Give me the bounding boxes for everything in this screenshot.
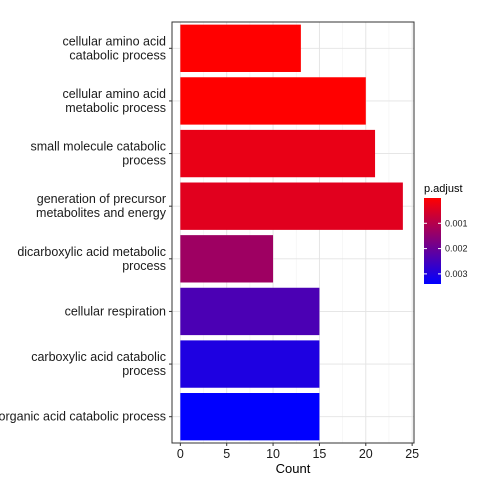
x-tick-label: 5: [223, 447, 230, 461]
bar: [180, 24, 301, 72]
bar: [180, 340, 320, 388]
bar: [180, 393, 320, 441]
legend-colorbar: [424, 198, 441, 284]
x-tick-label: 10: [266, 447, 280, 461]
legend: p.adjust 0.001 0.002 0.003: [424, 183, 468, 284]
category-label: carboxylic acid catabolic process: [31, 350, 166, 378]
x-tick-label: 20: [359, 447, 373, 461]
panel-border: [171, 21, 415, 444]
bar: [180, 129, 376, 178]
category-label: cellular respiration: [65, 304, 166, 318]
legend-title: p.adjust: [424, 183, 463, 195]
category-label: generation of precursor metabolites and e…: [36, 192, 167, 220]
category-label: organic acid catabolic process: [0, 410, 166, 424]
bar: [180, 287, 320, 336]
category-label: dicarboxylic acid metabolic process: [17, 245, 166, 273]
x-axis: 0 5 10 15 20 25: [177, 443, 419, 461]
legend-tick-label: 0.003: [445, 269, 468, 279]
category-label: cellular amino acid metabolic process: [62, 87, 166, 115]
category-label: small molecule catabolic process: [31, 140, 166, 168]
bar: [180, 182, 403, 230]
category-labels: cellular amino acid catabolic process cell…: [0, 34, 172, 424]
bars: [171, 21, 415, 444]
bar: [180, 77, 366, 125]
legend-tick-label: 0.002: [445, 244, 468, 254]
legend-tick-label: 0.001: [445, 218, 468, 228]
x-tick-label: 25: [405, 447, 419, 461]
x-tick-label: 0: [177, 447, 184, 461]
bar: [180, 235, 274, 283]
x-axis-title: Count: [276, 461, 311, 476]
category-label: cellular amino acid catabolic process: [62, 34, 166, 62]
x-tick-label: 15: [312, 447, 326, 461]
